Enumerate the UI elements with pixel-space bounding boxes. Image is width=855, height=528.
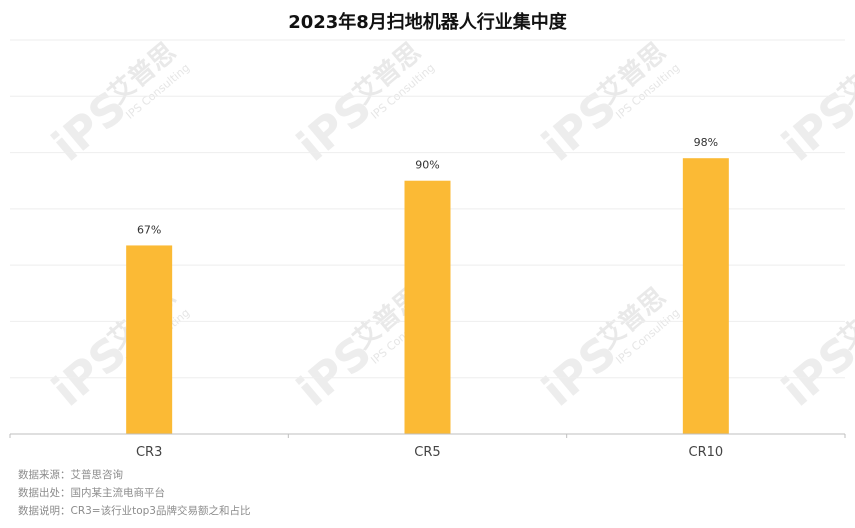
chart-title: 2023年8月扫地机器人行业集中度 <box>288 12 567 33</box>
bar-value-label: 90% <box>415 159 439 172</box>
note-origin-label: 数据出处： <box>18 487 71 499</box>
source-notes: 数据来源：艾普思咨询 数据出处：国内某主流电商平台 数据说明：CR3=该行业to… <box>18 466 251 520</box>
x-axis-ticks <box>9 434 846 438</box>
bars <box>126 158 729 434</box>
x-tick-label: CR10 <box>689 445 724 460</box>
bar-value-labels: 67% 90% 98% <box>137 136 718 236</box>
note-origin: 数据出处：国内某主流电商平台 <box>18 484 251 502</box>
note-source-label: 数据来源： <box>18 469 71 481</box>
bar-cr3 <box>126 245 173 434</box>
note-definition-label: 数据说明： <box>18 505 71 517</box>
bar-cr10 <box>682 158 729 434</box>
bar-value-label: 98% <box>694 136 718 149</box>
note-origin-value: 国内某主流电商平台 <box>70 487 166 499</box>
note-source-value: 艾普思咨询 <box>70 469 124 481</box>
bar-value-label: 67% <box>137 223 161 236</box>
x-tick-label: CR3 <box>136 445 162 460</box>
x-axis-tick-labels: CR3 CR5 CR10 <box>136 445 723 460</box>
bar-cr5 <box>404 180 451 434</box>
note-definition-value: CR3=该行业top3品牌交易额之和占比 <box>70 505 251 517</box>
x-tick-label: CR5 <box>414 445 440 460</box>
note-source: 数据来源：艾普思咨询 <box>18 466 251 484</box>
note-definition: 数据说明：CR3=该行业top3品牌交易额之和占比 <box>18 502 251 520</box>
